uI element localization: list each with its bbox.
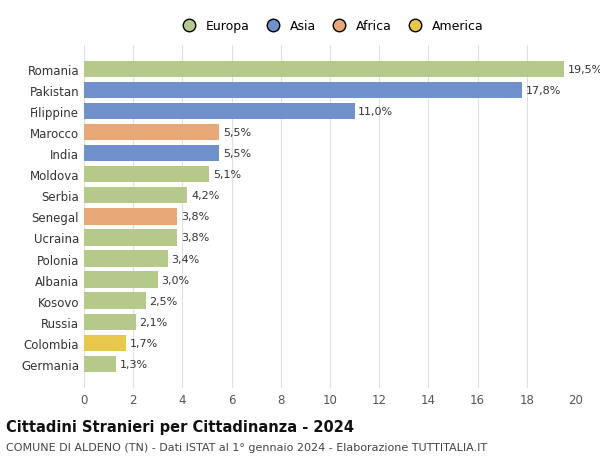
Bar — [84, 188, 187, 204]
Text: 4,2%: 4,2% — [191, 191, 220, 201]
Bar — [84, 272, 158, 288]
Bar — [84, 251, 167, 267]
Text: 1,7%: 1,7% — [130, 338, 158, 348]
Legend: Europa, Asia, Africa, America: Europa, Asia, Africa, America — [173, 18, 487, 36]
Bar — [84, 104, 355, 120]
Text: 3,4%: 3,4% — [172, 254, 200, 264]
Text: 5,5%: 5,5% — [223, 128, 251, 138]
Text: 3,8%: 3,8% — [181, 212, 209, 222]
Text: 5,5%: 5,5% — [223, 149, 251, 159]
Bar — [84, 124, 220, 141]
Bar — [84, 62, 564, 78]
Text: Cittadini Stranieri per Cittadinanza - 2024: Cittadini Stranieri per Cittadinanza - 2… — [6, 419, 354, 434]
Text: 17,8%: 17,8% — [526, 86, 561, 95]
Text: COMUNE DI ALDENO (TN) - Dati ISTAT al 1° gennaio 2024 - Elaborazione TUTTITALIA.: COMUNE DI ALDENO (TN) - Dati ISTAT al 1°… — [6, 442, 487, 452]
Text: 3,0%: 3,0% — [161, 275, 190, 285]
Bar — [84, 230, 178, 246]
Bar — [84, 293, 146, 309]
Bar — [84, 314, 136, 330]
Bar — [84, 167, 209, 183]
Bar — [84, 83, 522, 99]
Text: 19,5%: 19,5% — [568, 65, 600, 75]
Text: 1,3%: 1,3% — [119, 359, 148, 369]
Text: 2,1%: 2,1% — [139, 317, 167, 327]
Bar — [84, 209, 178, 225]
Text: 2,5%: 2,5% — [149, 296, 178, 306]
Text: 3,8%: 3,8% — [181, 233, 209, 243]
Bar — [84, 356, 116, 372]
Bar — [84, 146, 220, 162]
Bar — [84, 335, 126, 351]
Text: 11,0%: 11,0% — [358, 107, 394, 117]
Text: 5,1%: 5,1% — [213, 170, 241, 180]
